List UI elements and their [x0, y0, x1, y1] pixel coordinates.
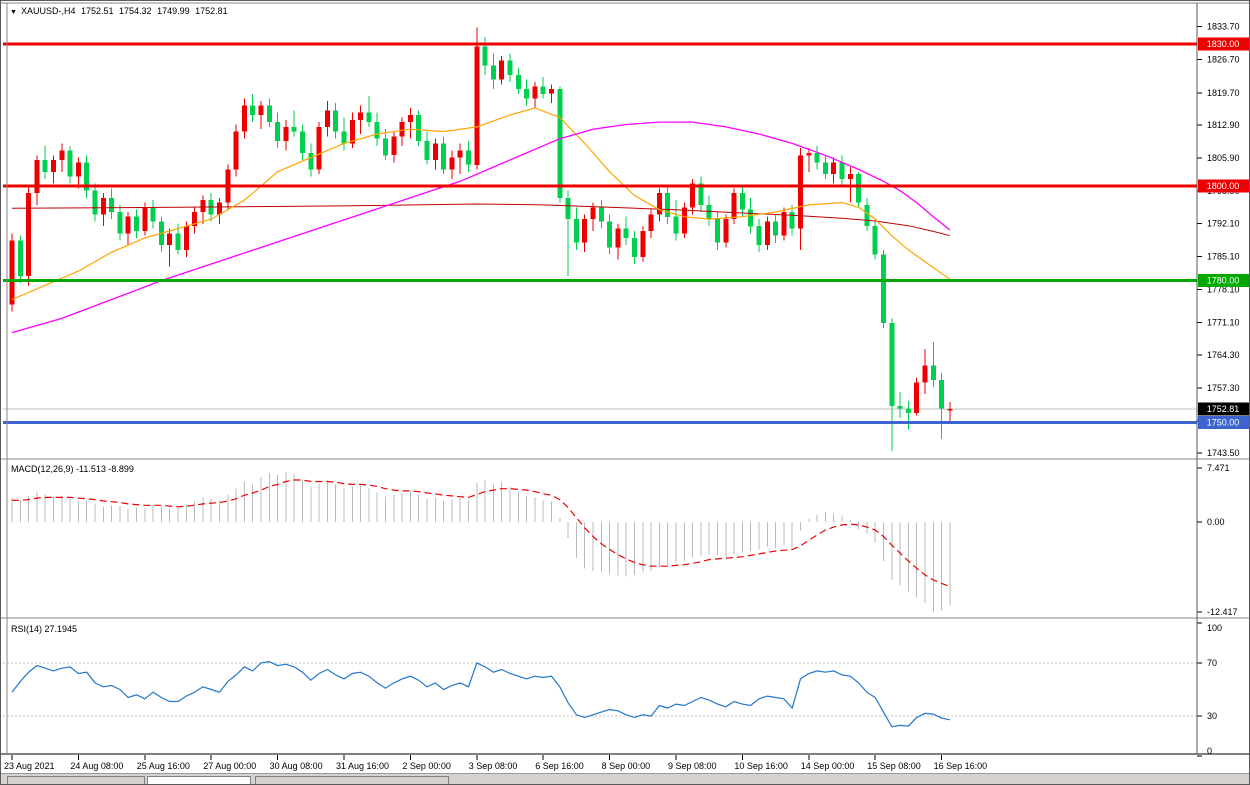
svg-text:1792.10: 1792.10: [1207, 218, 1240, 228]
time-axis: 23 Aug 2021 24 Aug 08:00 25 Aug 16:00 27 Au…: [4, 755, 987, 771]
ohlc-open: 1752.51: [80, 6, 114, 16]
svg-text:15 Sep 08:00: 15 Sep 08:00: [867, 761, 921, 771]
svg-text:1764.30: 1764.30: [1207, 350, 1240, 360]
macd-indicator-label: MACD(12,26,9) -11.513 -8.899: [11, 464, 134, 474]
svg-text:0: 0: [1207, 746, 1212, 756]
chart-tabs-bar: [1, 773, 1249, 784]
svg-text:27 Aug 00:00: 27 Aug 00:00: [203, 761, 256, 771]
chart-tab[interactable]: [255, 776, 449, 784]
ohlc-close: 1752.81: [195, 6, 228, 16]
svg-text:7.471: 7.471: [1207, 463, 1230, 473]
svg-text:70: 70: [1207, 658, 1217, 668]
chart-title-ohlc: ▼ XAUUSD-,H4 1752.51 1754.32 1749.99 1752…: [10, 6, 231, 16]
svg-text:2 Sep 00:00: 2 Sep 00:00: [402, 761, 451, 771]
rsi-panel: 100 70 30 0: [3, 622, 1222, 757]
svg-text:1812.90: 1812.90: [1207, 120, 1240, 130]
symbol-dropdown-icon[interactable]: ▼: [10, 9, 17, 16]
svg-text:1771.10: 1771.10: [1207, 318, 1240, 328]
svg-text:30: 30: [1207, 711, 1217, 721]
svg-text:1785.10: 1785.10: [1207, 251, 1240, 261]
svg-text:1780.00: 1780.00: [1207, 276, 1240, 286]
svg-text:1805.90: 1805.90: [1207, 153, 1240, 163]
rsi-line: [11, 660, 951, 728]
svg-text:30 Aug 08:00: 30 Aug 08:00: [270, 761, 323, 771]
svg-text:25 Aug 16:00: 25 Aug 16:00: [137, 761, 190, 771]
svg-text:24 Aug 08:00: 24 Aug 08:00: [70, 761, 123, 771]
price-level-badges: 1830.00 1800.00 1780.00 1750.00 1752.81: [1198, 37, 1249, 429]
svg-text:-12.417: -12.417: [1207, 607, 1238, 617]
svg-text:6 Sep 16:00: 6 Sep 16:00: [535, 761, 584, 771]
svg-text:3 Sep 08:00: 3 Sep 08:00: [469, 761, 518, 771]
svg-text:1830.00: 1830.00: [1207, 39, 1240, 49]
ohlc-low: 1749.99: [157, 6, 190, 16]
chart-tab-active[interactable]: [147, 776, 251, 784]
svg-text:1833.70: 1833.70: [1207, 22, 1240, 32]
moving-average-lines: [11, 107, 951, 334]
svg-text:100: 100: [1207, 623, 1222, 633]
chart-tab[interactable]: [7, 776, 145, 784]
svg-text:8 Sep 00:00: 8 Sep 00:00: [602, 761, 651, 771]
svg-text:1743.50: 1743.50: [1207, 448, 1240, 458]
svg-text:1752.81: 1752.81: [1207, 404, 1240, 414]
svg-text:14 Sep 00:00: 14 Sep 00:00: [801, 761, 855, 771]
macd-panel: 7.471 0.00 -12.417: [11, 463, 1238, 617]
svg-text:1800.00: 1800.00: [1207, 181, 1240, 191]
panel-separators: [1, 2, 1249, 755]
svg-text:1826.70: 1826.70: [1207, 55, 1240, 65]
svg-text:1750.00: 1750.00: [1207, 418, 1240, 428]
symbol-timeframe: XAUUSD-,H4: [20, 6, 76, 16]
horizontal-level-lines: [3, 42, 1197, 424]
svg-text:31 Aug 16:00: 31 Aug 16:00: [336, 761, 389, 771]
svg-text:10 Sep 16:00: 10 Sep 16:00: [734, 761, 788, 771]
svg-text:23 Aug 2021: 23 Aug 2021: [4, 761, 55, 771]
svg-text:16 Sep 16:00: 16 Sep 16:00: [934, 761, 988, 771]
candlesticks: [9, 27, 953, 451]
svg-text:1778.10: 1778.10: [1207, 285, 1240, 295]
svg-text:1819.70: 1819.70: [1207, 88, 1240, 98]
ohlc-high: 1754.32: [119, 6, 152, 16]
macd-signal-line: [12, 479, 951, 587]
svg-text:9 Sep 08:00: 9 Sep 08:00: [668, 761, 717, 771]
svg-text:0.00: 0.00: [1207, 517, 1225, 527]
svg-text:1757.30: 1757.30: [1207, 383, 1240, 393]
rsi-indicator-label: RSI(14) 27.1945: [11, 624, 78, 634]
